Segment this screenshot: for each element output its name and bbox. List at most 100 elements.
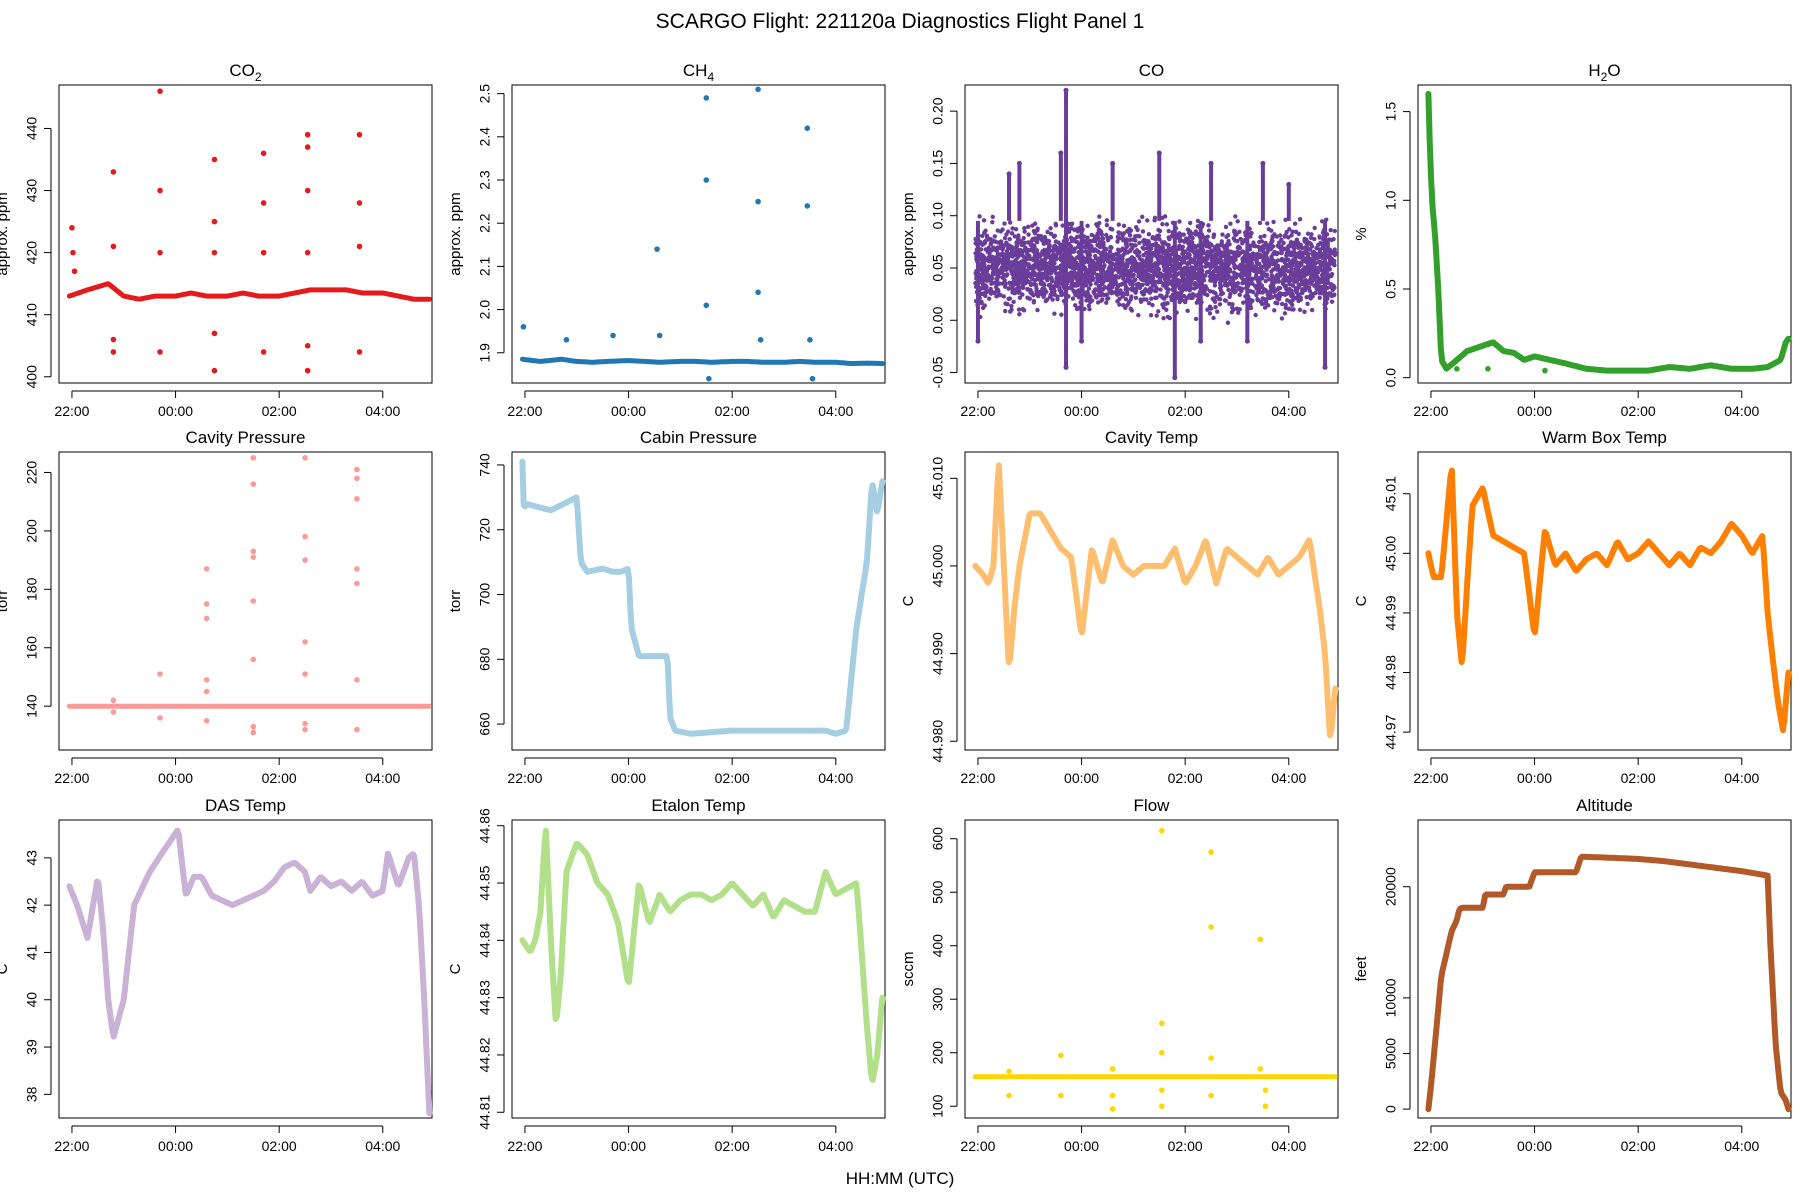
data-point — [1253, 312, 1258, 318]
data-point — [1101, 292, 1107, 298]
data-point — [1177, 281, 1182, 286]
panel-title-main: Warm Box Temp — [1542, 428, 1667, 447]
y-tick-label: 44.97 — [1383, 714, 1399, 749]
data-point — [1331, 260, 1336, 265]
y-tick-label: 2.2 — [477, 213, 493, 233]
data-point — [1187, 293, 1192, 298]
data-point — [1258, 234, 1263, 240]
data-point — [1177, 219, 1182, 224]
outlier-point — [304, 144, 311, 150]
data-point — [1036, 290, 1041, 295]
data-point — [1028, 281, 1033, 286]
data-point — [983, 238, 988, 244]
data-point — [1261, 246, 1266, 251]
data-point — [1129, 287, 1134, 292]
data-point — [1021, 247, 1027, 253]
data-point — [1051, 288, 1056, 294]
outlier-point — [1257, 936, 1264, 943]
data-point — [1132, 256, 1137, 262]
y-axis-label: approx. ppm — [900, 192, 917, 275]
data-point — [1038, 234, 1044, 239]
outlier-point — [1286, 181, 1292, 187]
outlier-point — [1198, 338, 1204, 344]
outlier-point — [69, 224, 75, 231]
figure-title: SCARGO Flight: 221120a Diagnostics Fligh… — [655, 10, 1145, 33]
x-tick-label: 04:00 — [1271, 1138, 1306, 1154]
data-point — [982, 283, 987, 288]
data-point — [1001, 244, 1006, 250]
data-point — [1326, 264, 1331, 269]
series-line — [972, 462, 1339, 739]
outlier-point — [157, 349, 163, 355]
outlier-point — [260, 150, 267, 157]
data-point — [1137, 240, 1142, 246]
y-tick-label: 660 — [477, 712, 493, 736]
data-point — [1312, 283, 1317, 288]
data-point — [1210, 248, 1215, 254]
data-point — [1110, 267, 1116, 273]
outlier-point — [250, 656, 257, 663]
data-point — [1275, 296, 1280, 301]
data-point — [1100, 235, 1105, 241]
outlier-point — [203, 677, 210, 683]
data-point — [1150, 278, 1155, 283]
data-point — [1187, 229, 1193, 234]
panel-title: Cabin Pressure — [640, 428, 757, 447]
outlier-point — [1109, 1092, 1116, 1099]
outlier-point — [1257, 1065, 1264, 1072]
x-tick-label: 04:00 — [1724, 1138, 1759, 1154]
data-point — [1031, 300, 1037, 305]
data-point — [1060, 291, 1065, 297]
panel-title-main: CO — [1139, 61, 1165, 80]
series-h2o — [1425, 90, 1792, 374]
data-point — [1227, 294, 1232, 300]
data-point — [1007, 264, 1013, 270]
y-tick-label: 2.1 — [477, 256, 493, 276]
data-point — [1181, 293, 1187, 299]
x-tick-label: 02:00 — [262, 403, 297, 419]
data-point — [1284, 256, 1290, 262]
data-point — [1101, 265, 1106, 270]
data-point — [1162, 265, 1167, 270]
y-tick-label: 300 — [930, 987, 946, 1011]
data-point — [1048, 283, 1053, 288]
data-point — [1233, 275, 1239, 280]
y-axis-label: torr — [0, 590, 11, 613]
data-point — [1146, 239, 1151, 244]
data-point — [1048, 231, 1054, 237]
data-point — [1183, 299, 1188, 305]
data-point — [1237, 273, 1243, 278]
outlier-point — [1058, 150, 1064, 156]
data-point — [1240, 280, 1245, 286]
data-point — [1017, 312, 1022, 317]
data-point — [1213, 265, 1218, 270]
data-point — [1127, 248, 1133, 254]
data-point — [1249, 260, 1254, 266]
y-tick-label: 160 — [24, 636, 40, 660]
data-point — [1216, 268, 1221, 273]
y-axis-label: C — [0, 963, 11, 974]
data-point — [1121, 292, 1126, 297]
data-point — [1268, 261, 1273, 266]
data-point — [1190, 295, 1195, 301]
y-tick-label: 44.99 — [1383, 595, 1399, 630]
data-point — [1307, 277, 1313, 283]
data-point — [1295, 266, 1301, 272]
data-point — [1141, 273, 1146, 279]
x-tick-label: 22:00 — [54, 770, 89, 786]
data-point — [992, 260, 997, 266]
y-tick-label: 2.0 — [477, 300, 493, 320]
outlier-point — [110, 697, 117, 704]
data-point — [1255, 261, 1260, 266]
data-point — [1229, 282, 1234, 287]
data-point — [1248, 254, 1253, 259]
data-point — [1306, 285, 1312, 291]
data-point — [1222, 278, 1227, 283]
data-point — [1104, 300, 1109, 305]
x-tick-label: 04:00 — [1724, 403, 1759, 419]
data-point — [1123, 305, 1128, 311]
data-point — [1330, 287, 1335, 293]
data-point — [1159, 293, 1164, 298]
data-point — [1248, 276, 1254, 281]
data-point — [1158, 274, 1163, 279]
